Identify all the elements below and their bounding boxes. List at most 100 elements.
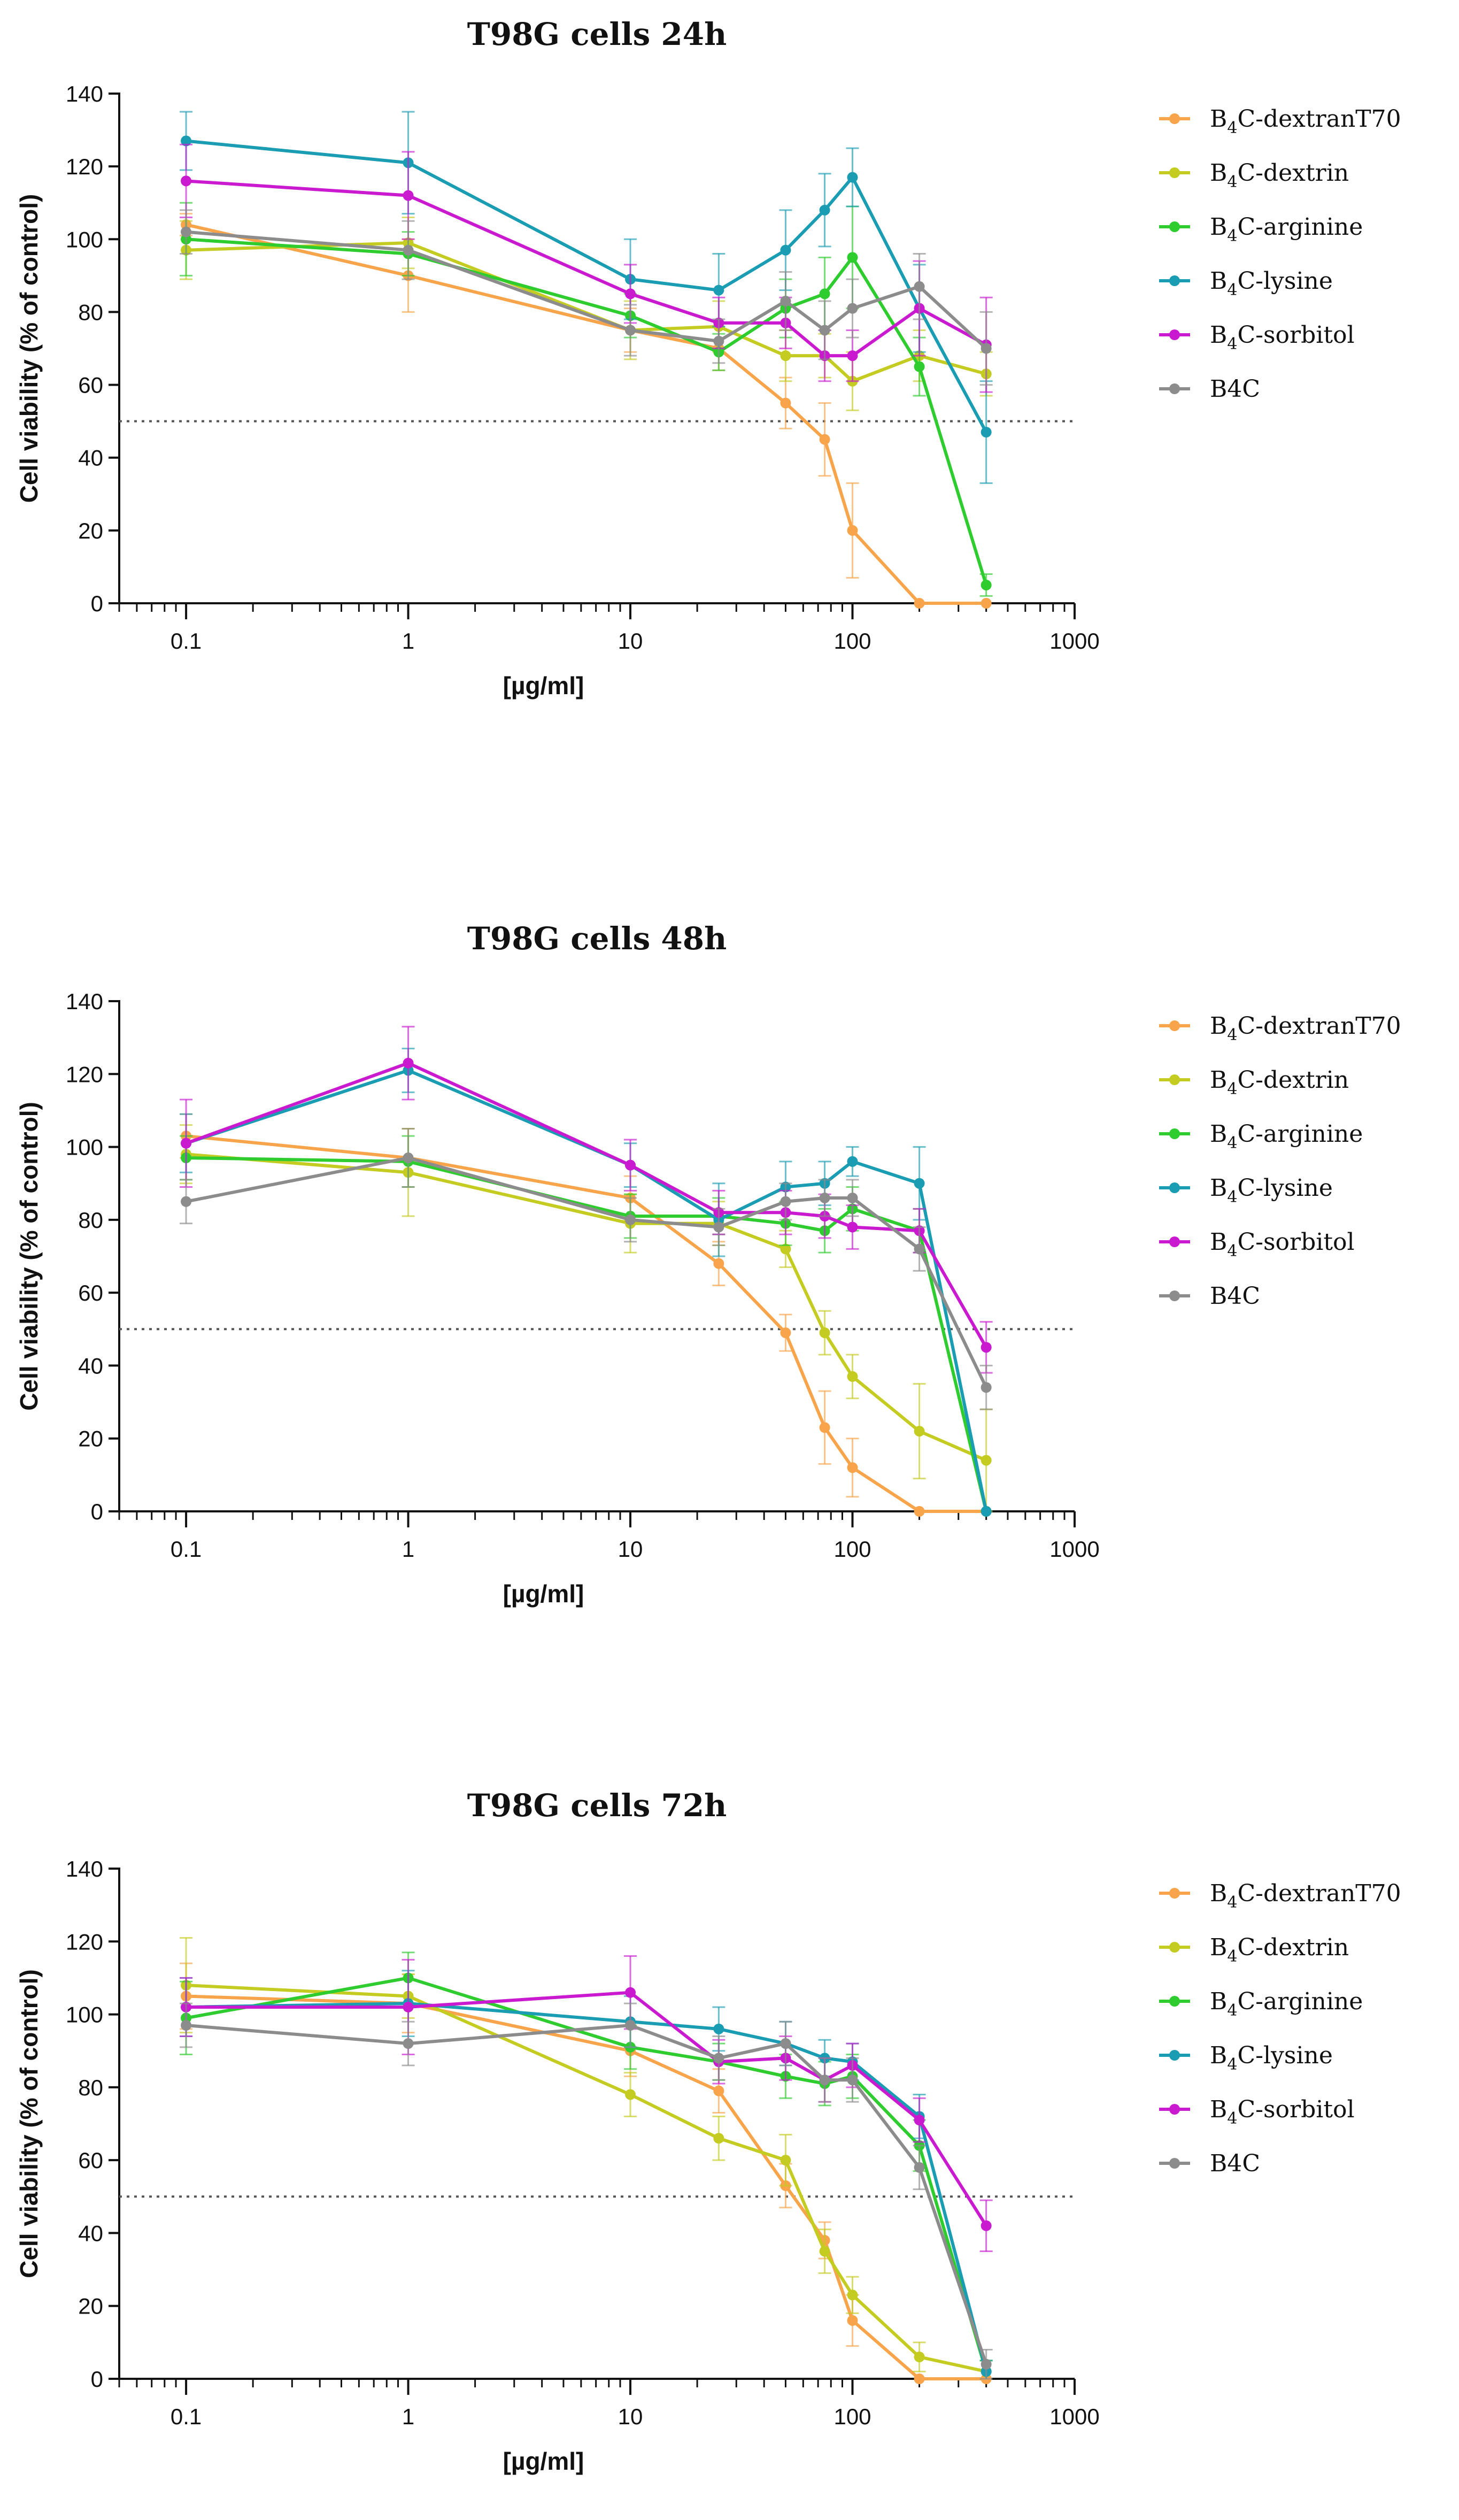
y-tick-label: 20 <box>78 1426 103 1451</box>
data-point <box>981 2358 992 2370</box>
data-point <box>847 1221 858 1233</box>
y-tick-label: 20 <box>78 2294 103 2319</box>
legend-label-main: B <box>1210 1934 1227 1961</box>
legend-label-main: B <box>1210 1120 1227 1148</box>
legend-item-b4c-arginine: B4C-arginine <box>1159 1988 1363 2020</box>
data-point <box>819 204 830 216</box>
legend-label-rest: C-sorbitol <box>1237 2096 1354 2123</box>
data-point <box>625 1987 636 1998</box>
legend-label-rest: C-arginine <box>1237 1120 1363 1148</box>
legend-label: B4C <box>1210 1282 1260 1310</box>
chart-1: T98G cells 24h 0 20 40 60 80 100 120 140 0.1 1 10 10… <box>15 16 1401 700</box>
legend-item-b4c-dextrin: B4C-dextrin <box>1159 159 1349 191</box>
data-point <box>914 1243 925 1255</box>
series-line <box>186 1156 988 1388</box>
series-line <box>186 1156 988 1512</box>
legend-label-rest: C-lysine <box>1237 1174 1333 1202</box>
series-line <box>186 230 987 350</box>
legend-label-main: B <box>1210 213 1227 241</box>
legend-label-subscript: 4 <box>1227 281 1237 299</box>
data-point <box>780 296 791 307</box>
series-b4c-sorbitol <box>180 143 993 393</box>
legend-label: B4C-dextrin <box>1210 1934 1349 1966</box>
legend-label: B4C-sorbitol <box>1210 1228 1355 1261</box>
x-tick-label: 100 <box>833 628 871 654</box>
data-point <box>914 281 925 292</box>
legend-label-main: B <box>1210 321 1227 349</box>
x-axis-title: [µg/ml] <box>503 672 584 700</box>
legend-item-b4c: B4C <box>1159 375 1260 403</box>
series-b4c-dextrin <box>180 1124 993 1512</box>
series-b4c-lysine <box>180 111 993 484</box>
series-b4c-arginine <box>180 1135 992 1517</box>
legend-label-main: B <box>1210 1174 1227 1202</box>
legend-label-rest: C-lysine <box>1237 2042 1333 2069</box>
series-b4c-arginine <box>180 202 993 597</box>
data-point <box>181 1196 192 1207</box>
data-point <box>181 135 192 147</box>
data-point <box>713 1258 724 1269</box>
legend-swatch-marker <box>1169 113 1180 124</box>
data-point <box>981 598 992 609</box>
legend-label: B4C <box>1210 2150 1260 2177</box>
y-tick-label: 100 <box>66 2002 103 2027</box>
y-tick-label: 140 <box>66 1856 103 1881</box>
series-line <box>186 2002 988 2372</box>
legend-label: B4C-lysine <box>1210 2042 1333 2074</box>
data-point <box>403 1153 414 1164</box>
legend-swatch-marker <box>1169 1128 1180 1139</box>
data-point <box>403 2001 414 2012</box>
legend-label-rest: C-dextrin <box>1237 1934 1349 1961</box>
data-point <box>914 598 925 609</box>
legend-label-subscript: 4 <box>1227 1947 1237 1966</box>
data-point <box>914 1506 925 1517</box>
legend-swatch-marker <box>1169 1074 1180 1085</box>
y-tick-label: 120 <box>66 154 103 179</box>
legend-label-subscript: 4 <box>1227 2001 1237 2020</box>
data-point <box>713 285 724 296</box>
legend-label-subscript: 4 <box>1227 1080 1237 1098</box>
series-b4c-arginine <box>180 1952 993 2379</box>
y-tick-label: 60 <box>78 2148 103 2173</box>
data-point <box>403 190 414 201</box>
x-tick-label: 0.1 <box>171 628 202 654</box>
legend-item-b4c-dextrant70: B4C-dextranT70 <box>1159 105 1401 137</box>
data-point <box>914 2115 925 2126</box>
data-point <box>819 2246 830 2257</box>
data-point <box>403 244 414 256</box>
legend-label-rest: C-arginine <box>1237 1988 1363 2015</box>
legend-label-main: B <box>1210 2096 1227 2123</box>
series-line <box>186 139 988 433</box>
data-point <box>914 361 925 372</box>
y-tick-label: 100 <box>66 1135 103 1160</box>
data-point <box>780 350 791 362</box>
chart-title: T98G cells 48h <box>467 920 727 957</box>
legend-label-rest: C-dextranT70 <box>1237 105 1401 133</box>
legend-item-b4c-arginine: B4C-arginine <box>1159 1120 1363 1153</box>
y-tick-label: 60 <box>78 373 103 398</box>
data-point <box>713 2053 724 2064</box>
legend-item-b4c-lysine: B4C-lysine <box>1159 1174 1333 1207</box>
data-point <box>819 288 830 299</box>
legend-label-main: B <box>1210 267 1227 295</box>
legend-item-b4c: B4C <box>1159 2150 1260 2177</box>
data-point <box>847 1371 858 1382</box>
data-point <box>625 2089 636 2100</box>
legend-label: B4C-dextranT70 <box>1210 1012 1401 1044</box>
legend-swatch-marker <box>1169 1020 1180 1031</box>
legend-label-rest: C-dextranT70 <box>1237 1880 1401 1907</box>
data-point <box>847 350 858 362</box>
data-point <box>713 2085 724 2096</box>
data-point <box>713 2133 724 2144</box>
y-tick-label: 0 <box>91 2367 103 2392</box>
legend-label-subscript: 4 <box>1227 335 1237 354</box>
x-tick-label: 10 <box>618 2404 643 2429</box>
data-point <box>981 343 992 354</box>
data-point <box>713 335 724 347</box>
legend-label-main: B <box>1210 159 1227 187</box>
data-point <box>181 175 192 187</box>
data-point <box>780 1327 791 1339</box>
legend-label-main: B <box>1210 105 1227 133</box>
data-point <box>819 1327 830 1339</box>
data-point <box>403 1057 414 1069</box>
